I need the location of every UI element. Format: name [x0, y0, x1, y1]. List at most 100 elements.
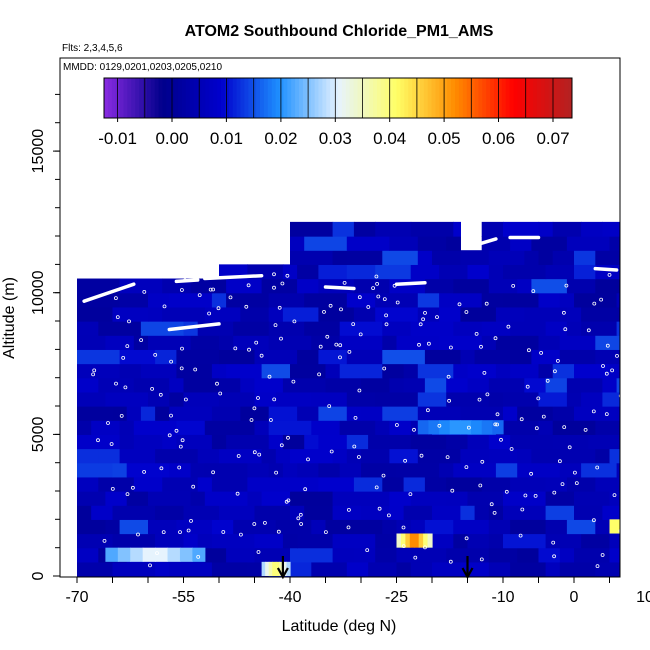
heat-cell: [361, 448, 390, 464]
sample-marker: [477, 397, 482, 402]
heat-cell: [488, 278, 518, 294]
heat-cell: [602, 505, 620, 520]
colorbar-swatch: [279, 78, 284, 118]
heat-cell: [495, 462, 518, 478]
heat-cell: [503, 221, 540, 237]
heat-cell: [545, 519, 568, 535]
colorbar-swatch: [447, 78, 452, 118]
heat-cell: [183, 391, 220, 407]
heat-cell: [467, 377, 490, 393]
colorbar-swatch: [334, 78, 339, 118]
sample-marker: [621, 513, 624, 516]
sample-marker: [595, 465, 600, 470]
heat-cell: [467, 434, 490, 450]
heat-cell: [211, 434, 227, 450]
colorbar-swatch: [283, 78, 288, 118]
heat-cell: [517, 278, 532, 294]
chart-title: ATOM2 Southbound Chloride_PM1_AMS: [185, 23, 494, 40]
sample-marker: [197, 293, 202, 298]
heat-cell: [446, 391, 490, 407]
sample-marker: [618, 394, 620, 398]
heat-cell-high: [492, 420, 504, 435]
sample-marker: [591, 409, 596, 414]
heat-cell: [432, 505, 461, 520]
colorbar-swatch: [217, 78, 222, 118]
sample-marker: [482, 370, 487, 375]
heat-cell: [616, 292, 620, 308]
sample-marker: [421, 317, 426, 322]
colorbar-swatch: [560, 78, 565, 118]
heat-cell: [417, 505, 433, 520]
flight-track-segment: [465, 237, 498, 250]
heat-cell: [112, 505, 156, 520]
heat-cell: [240, 306, 270, 322]
heat-cell: [510, 519, 547, 535]
sample-marker: [539, 350, 543, 355]
heat-cell: [396, 335, 440, 350]
sample-marker: [153, 352, 158, 357]
heat-cell: [609, 363, 620, 379]
heat-cell: [595, 561, 620, 577]
colorbar-swatch: [462, 78, 468, 118]
heat-cell: [148, 306, 163, 322]
heat-cell: [339, 363, 383, 379]
y-tick-label: 0: [30, 571, 47, 580]
sample-marker: [426, 341, 431, 346]
sample-marker: [479, 344, 483, 349]
heat-cell: [524, 377, 547, 393]
sample-marker: [479, 557, 484, 562]
heat-cell: [375, 391, 419, 407]
heat-cell: [197, 533, 213, 549]
colorbar-swatch: [260, 78, 265, 118]
colorbar-swatch: [540, 78, 546, 118]
heat-cell: [538, 547, 561, 563]
x-tick-label: -70: [65, 589, 88, 606]
heat-cell: [481, 335, 497, 350]
heat-cell-high: [268, 561, 273, 577]
sample-marker: [384, 313, 389, 318]
heat-cell: [396, 462, 440, 478]
heat-cell: [488, 448, 518, 464]
colorbar-swatch: [287, 78, 292, 118]
sample-marker: [612, 493, 617, 498]
colorbar-swatch: [299, 78, 304, 118]
heat-cell: [339, 420, 376, 435]
heat-cell: [424, 476, 447, 492]
heat-cell: [190, 491, 206, 506]
heat-cell: [176, 519, 213, 535]
colorbar-swatch: [291, 78, 296, 118]
y-tick-label: 15000: [30, 129, 47, 174]
sample-marker: [252, 406, 257, 411]
heat-cell: [77, 292, 121, 308]
heat-cell: [297, 533, 334, 549]
sample-marker: [493, 422, 498, 427]
sample-marker: [91, 372, 95, 377]
sample-marker: [377, 506, 382, 511]
sample-marker: [277, 305, 282, 310]
sample-marker: [235, 491, 240, 496]
sample-marker: [376, 294, 381, 299]
x-tick-label: 10: [636, 589, 650, 606]
heat-cell: [148, 391, 170, 407]
heat-cell: [488, 561, 511, 577]
sample-marker: [403, 458, 408, 463]
heat-cell: [77, 391, 106, 407]
sample-marker: [353, 415, 358, 420]
heat-cell: [119, 292, 149, 308]
heat-cell: [275, 391, 312, 407]
heat-cell-high: [261, 561, 266, 577]
sample-marker: [273, 323, 278, 328]
heat-cell: [602, 391, 620, 407]
sample-marker: [215, 381, 219, 386]
sample-marker: [637, 302, 640, 305]
colorbar-tick-label: 0.05: [428, 129, 461, 148]
sample-marker: [125, 492, 130, 497]
heat-cell: [332, 505, 362, 520]
heat-cell-high: [427, 533, 433, 548]
heat-cell: [332, 533, 376, 549]
sample-marker: [601, 364, 605, 368]
sample-marker: [531, 289, 536, 294]
heat-cell: [559, 292, 575, 308]
heat-cell: [382, 476, 405, 492]
heat-cell: [510, 236, 532, 251]
